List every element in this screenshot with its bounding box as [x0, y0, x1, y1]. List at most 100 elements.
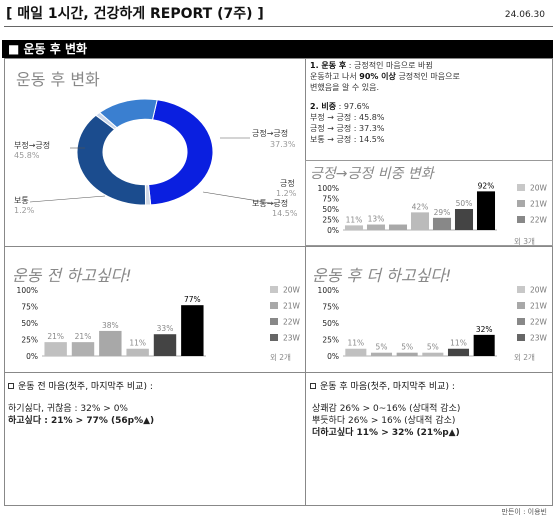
ratio-bar-chart: 100%75%50%25%0%11% 13%42%29%50%92% 20W21W2… — [318, 181, 548, 235]
data-label: 29% — [434, 208, 451, 217]
data-label: 21% — [75, 332, 92, 341]
bar — [366, 224, 386, 230]
checkbox-icon — [8, 383, 14, 389]
donut-chart — [29, 98, 278, 206]
donut-title: 운동 후 변화 — [16, 70, 100, 89]
legend-swatch — [517, 286, 525, 293]
bar — [396, 352, 418, 356]
note1-c: 긍정적인 마음으로 — [395, 72, 460, 81]
y-tick-label: 50% — [21, 319, 38, 328]
box-right-line-3: 더하고싶다 11% > 32% (21%p▲) — [312, 428, 460, 438]
legend-swatch — [517, 216, 525, 223]
y-tick-label: 50% — [322, 319, 339, 328]
bar — [99, 330, 122, 356]
data-label: 11% — [450, 339, 467, 348]
bar — [153, 334, 177, 356]
y-tick-label: 0% — [327, 352, 339, 361]
bar — [126, 348, 149, 356]
bar — [345, 348, 367, 356]
donut-label-pos-pos: 긍정→긍정 — [252, 129, 289, 138]
legend-swatch — [517, 318, 525, 325]
y-tick-label: 50% — [322, 205, 339, 214]
bar — [370, 352, 393, 356]
donut-slice — [98, 98, 158, 129]
legend-swatch — [517, 302, 525, 309]
bar — [454, 209, 474, 230]
data-label: 11% — [129, 339, 146, 348]
y-tick-label: 75% — [21, 303, 38, 312]
bar — [181, 305, 204, 356]
donut-label-normal: 보통 — [14, 196, 29, 205]
after-chart-title: 운동 후 더 하고싶다! — [312, 266, 452, 285]
y-tick-label: 25% — [322, 336, 339, 345]
bar — [388, 224, 408, 230]
note1-a: : 긍정적인 마음으로 바뀜 — [346, 61, 433, 70]
after-bar-chart: 100% 75% 50% 25% 0% 11% 5% 5% 5% 11% 32% 20W 21W 22W 2… — [318, 286, 548, 362]
ratio-chart-note: 외 3개 — [514, 237, 535, 246]
y-tick-label: 25% — [21, 336, 38, 345]
data-label: 5% — [401, 343, 413, 352]
y-tick-label: 75% — [322, 303, 339, 312]
legend-label: 22W — [283, 318, 301, 327]
donut-slice — [76, 114, 147, 206]
after-chart-note: 외 2개 — [514, 353, 535, 362]
legend-swatch — [517, 200, 525, 207]
legend-label: 20W — [530, 286, 548, 295]
checkbox-icon — [310, 383, 316, 389]
bar — [476, 191, 496, 230]
y-tick-label: 100% — [318, 286, 339, 295]
box-left-head: 운동 전 마음(첫주, 마지막주 비교) : — [8, 379, 153, 392]
legend-swatch — [270, 318, 278, 325]
data-label: 38% — [102, 321, 119, 330]
legend-label: 23W — [530, 334, 548, 343]
before-chart-note: 외 2개 — [270, 353, 291, 362]
donut-label-neg-pos: 부정→긍정 — [14, 141, 51, 150]
legend-swatch — [517, 334, 525, 341]
legend-label: 21W — [530, 200, 548, 209]
data-label: 5% — [427, 343, 439, 352]
bar — [344, 225, 364, 230]
donut-label-normal-pos: 보통→긍정 — [252, 199, 289, 208]
y-tick-label: 25% — [322, 216, 339, 225]
box-left-line-2: 하고싶다 : 21% > 77% (56p%▲) — [8, 416, 155, 426]
donut-pct-pos: 1.2% — [276, 189, 297, 198]
legend-label: 20W — [283, 286, 301, 295]
donut-slice — [147, 99, 214, 206]
bar — [410, 212, 430, 230]
legend-label: 22W — [530, 216, 548, 225]
data-label: 42% — [412, 202, 429, 211]
bar — [473, 334, 495, 356]
note1-bold: 90% 이상 — [359, 72, 396, 81]
footer-author: 만든이 : 이용빈 — [501, 508, 547, 516]
donut-pct-normal: 1.2% — [14, 206, 35, 215]
before-bar-chart: 100% 75% 50% 25% 0% 21% 21% 38% 11% 33% 77% 20W 21W 2… — [17, 286, 301, 362]
box-right-head: 운동 후 마음(첫주, 마지막주 비교) : — [310, 379, 455, 392]
data-label: 92% — [478, 181, 495, 190]
note2-a: : 97.6% — [336, 102, 370, 111]
donut-pct-neg-pos: 45.8% — [14, 151, 40, 160]
header-divider — [4, 26, 553, 27]
legend-label: 21W — [283, 302, 301, 311]
note2-title: 2. 비중 — [310, 102, 337, 111]
data-label: 21% — [47, 332, 64, 341]
section-bar: ■ 운동 후 변화 — [2, 40, 553, 58]
data-label: 32% — [476, 325, 493, 334]
note1-d: 변했음을 알 수 있음. — [310, 83, 380, 92]
y-tick-label: 100% — [17, 286, 38, 295]
bar — [71, 342, 95, 356]
report-title: [ 매일 1시간, 건강하게 REPORT (7주) ] — [6, 6, 264, 22]
box-right-head-text: 운동 후 마음(첫주, 마지막주 비교) : — [320, 382, 455, 392]
bar — [422, 352, 444, 356]
box-right-line-2: 뿌듯하다 26% > 16% (상대적 감소) — [312, 416, 456, 426]
ratio-chart-box — [305, 160, 553, 246]
data-label: 77% — [184, 295, 201, 304]
data-label: 11% — [347, 339, 364, 348]
legend-swatch — [270, 302, 278, 309]
box-right-line-1: 상쾌감 26% > 0~16% (상대적 감소) — [312, 404, 461, 414]
note2-line-3: 보통 → 긍정 : 14.5% — [310, 135, 385, 144]
note1-b: 운동하고 나서 — [310, 72, 357, 81]
y-tick-label: 75% — [322, 195, 339, 204]
y-tick-label: 0% — [26, 352, 38, 361]
y-tick-label: 100% — [318, 184, 339, 193]
row-divider-1 — [4, 246, 553, 247]
